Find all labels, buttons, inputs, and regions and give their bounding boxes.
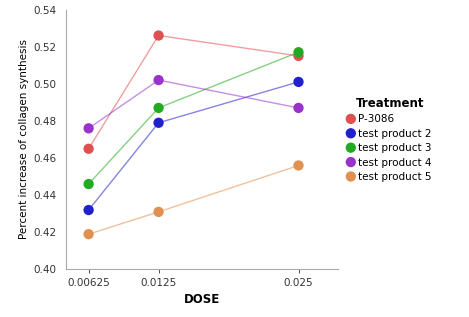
X-axis label: DOSE: DOSE: [183, 293, 220, 306]
test product 5: [85, 232, 92, 237]
test product 3: [155, 105, 162, 110]
test product 4: [85, 126, 92, 131]
test product 4: [155, 78, 162, 83]
Y-axis label: Percent increase of collagen synthesis: Percent increase of collagen synthesis: [19, 40, 30, 239]
Legend: P-3086, test product 2, test product 3, test product 4, test product 5: P-3086, test product 2, test product 3, …: [346, 94, 435, 185]
P-3086: [155, 33, 162, 38]
test product 5: [155, 209, 162, 214]
P-3086: [295, 53, 302, 58]
test product 3: [295, 50, 302, 55]
test product 2: [155, 120, 162, 125]
test product 3: [85, 182, 92, 187]
test product 4: [295, 105, 302, 110]
P-3086: [85, 146, 92, 151]
test product 2: [295, 79, 302, 84]
test product 2: [85, 208, 92, 213]
test product 5: [295, 163, 302, 168]
